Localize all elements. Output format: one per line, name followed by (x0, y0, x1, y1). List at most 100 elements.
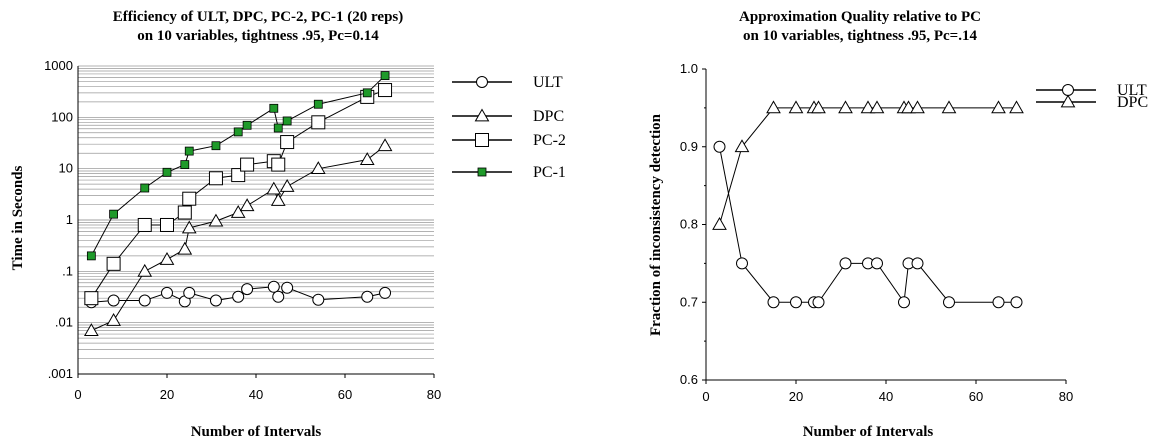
data-point (270, 192, 286, 206)
data-point (208, 213, 224, 227)
data-point (84, 291, 99, 306)
data-point (1009, 100, 1024, 114)
data-point (379, 286, 392, 299)
series (83, 71, 393, 336)
legend-item: PC-1 (452, 164, 566, 181)
efficiency-chart: Efficiency of ULT, DPC, PC-2, PC-1 (20 r… (10, 9, 566, 440)
data-point (184, 146, 194, 156)
data-point (180, 160, 190, 170)
data-point (273, 123, 283, 133)
legend-label: ULT (1117, 82, 1147, 99)
legend-label: PC-1 (533, 164, 566, 181)
series-dpc (83, 138, 393, 336)
data-point (1010, 296, 1023, 309)
series-dpc (712, 100, 1024, 230)
data-point (991, 100, 1006, 114)
series-line (719, 107, 1017, 225)
legend-marker (477, 167, 487, 177)
data-point (231, 168, 246, 183)
data-point (83, 323, 99, 336)
data-point (377, 138, 393, 152)
data-point (712, 216, 727, 230)
legend-label: PC-2 (533, 132, 566, 149)
data-point (106, 256, 121, 271)
approximation-chart: Approximation Quality relative to PC on … (648, 9, 1148, 440)
y-tick-label: .001 (48, 366, 73, 381)
data-point (898, 296, 910, 309)
y-tick-label: 1000 (44, 58, 73, 73)
data-point (713, 140, 726, 153)
data-point (162, 167, 172, 177)
y-tick-label: 1 (66, 212, 73, 227)
y-tick-label: 0.7 (680, 294, 698, 309)
data-point (209, 294, 222, 307)
data-point (271, 157, 286, 172)
data-point (362, 88, 372, 98)
data-point (838, 100, 853, 114)
data-point (860, 100, 876, 114)
data-point (767, 296, 780, 309)
data-point (240, 157, 255, 172)
x-tick-label: 60 (969, 389, 983, 404)
x-tick-label: 20 (160, 387, 174, 402)
data-point (359, 152, 375, 166)
data-point (734, 139, 750, 153)
data-point (380, 71, 390, 81)
chart-subtitle: on 10 variables, tightness .95, Pc=0.14 (137, 28, 379, 44)
x-axis-label: Number of Intervals (191, 424, 322, 440)
data-point (313, 99, 323, 109)
data-point (312, 293, 325, 306)
data-point (137, 263, 153, 277)
data-point (910, 100, 925, 114)
chart-subtitle: on 10 variables, tightness .95, Pc=.14 (743, 28, 977, 44)
data-point (232, 290, 245, 303)
y-tick-label: 10 (59, 161, 73, 176)
data-point (177, 241, 193, 255)
data-point (790, 296, 802, 309)
data-point (181, 220, 197, 234)
series-ult (85, 280, 392, 309)
y-tick-label: 1.0 (680, 61, 698, 76)
series-pc-1 (86, 71, 390, 261)
chart-title: Approximation Quality relative to PC (739, 9, 981, 25)
legend-label: DPC (1117, 94, 1148, 111)
data-point (183, 286, 196, 299)
legend-item: ULT (1036, 82, 1147, 99)
data-point (160, 217, 174, 232)
data-point (137, 217, 152, 232)
data-point (269, 103, 279, 113)
data-point (282, 116, 292, 126)
y-tick-label: .01 (55, 315, 73, 330)
data-point (311, 115, 326, 130)
legend-item: ULT (452, 74, 563, 91)
data-point (182, 191, 197, 206)
x-tick-label: 40 (879, 389, 893, 404)
y-axis-label: Time in Seconds (10, 165, 26, 270)
chart-title: Efficiency of ULT, DPC, PC-2, PC-1 (20 r… (113, 9, 404, 25)
data-point (992, 296, 1005, 309)
data-point (281, 281, 294, 294)
legend-label: ULT (533, 74, 563, 91)
x-tick-label: 60 (338, 387, 352, 402)
data-point (106, 313, 121, 326)
data-point (736, 257, 748, 270)
data-point (871, 257, 883, 270)
data-point (310, 161, 326, 175)
data-point (267, 280, 280, 293)
data-point (233, 127, 243, 137)
data-point (211, 141, 221, 151)
x-tick-label: 80 (1059, 389, 1073, 404)
y-axis-label: Fraction of inconsistency detection (648, 113, 664, 336)
data-point (140, 183, 150, 193)
data-point (766, 100, 781, 114)
data-point (109, 209, 118, 219)
series-pc-2 (84, 83, 393, 306)
data-point (901, 100, 916, 114)
y-tick-label: 100 (51, 109, 73, 124)
legend-item: PC-2 (452, 132, 566, 149)
x-tick-label: 80 (427, 387, 441, 402)
data-point (239, 198, 255, 212)
legend-item: DPC (452, 108, 564, 125)
x-axis-label: Number of Intervals (803, 424, 934, 440)
x-tick-labels: 0 20 40 60 80 (702, 380, 1073, 404)
